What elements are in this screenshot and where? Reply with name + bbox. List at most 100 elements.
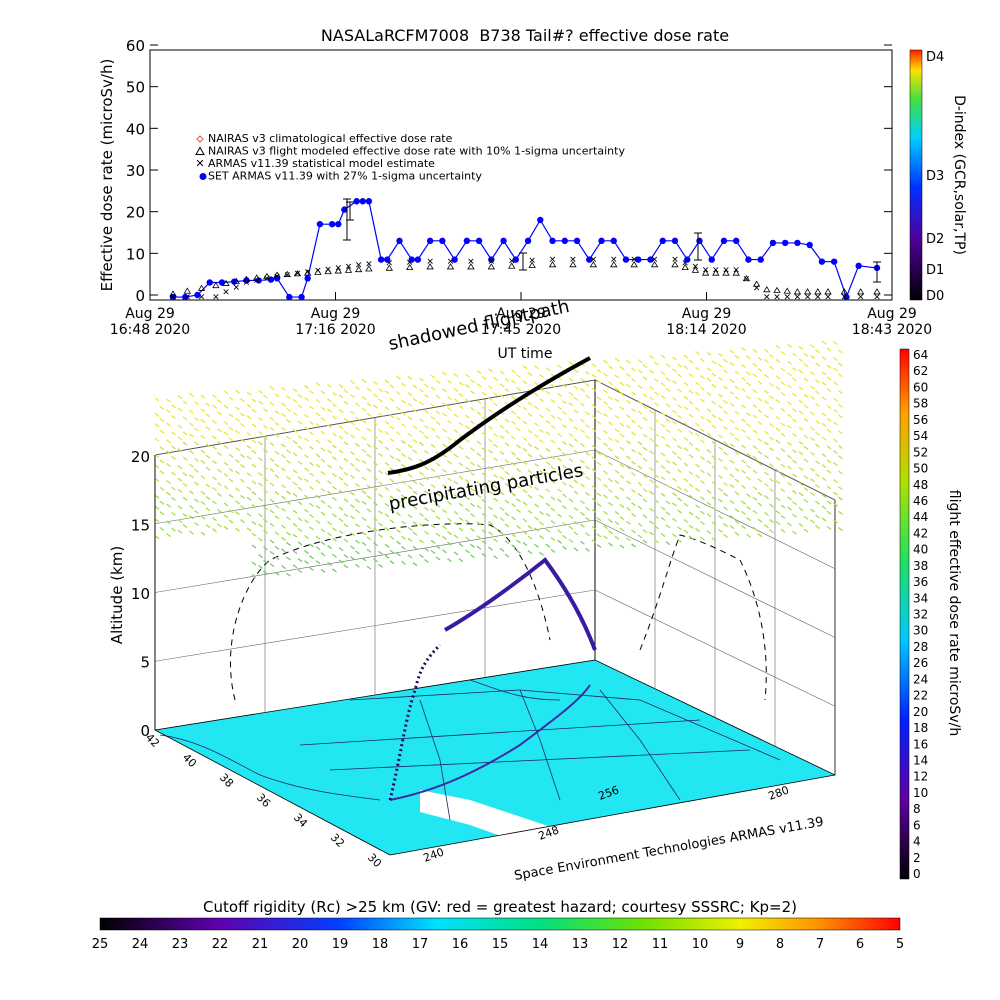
particle-mark [228, 493, 234, 498]
data-point [408, 256, 415, 263]
particle-mark [637, 534, 643, 539]
particle-mark [810, 344, 815, 349]
data-point [647, 256, 654, 263]
particle-mark [723, 369, 728, 374]
particle-mark [688, 494, 694, 499]
particle-mark [562, 424, 567, 429]
particle-mark [453, 551, 459, 556]
particle-mark [787, 496, 792, 501]
particle-mark [527, 535, 533, 540]
particle-mark [251, 463, 257, 468]
particle-mark [194, 457, 199, 462]
particle-mark [683, 518, 689, 524]
particle-mark [251, 423, 257, 428]
particle-mark [660, 394, 666, 399]
particle-mark [320, 406, 326, 411]
particle-mark [580, 429, 585, 434]
latitude-tick: 36 [254, 791, 273, 810]
legend-marker [195, 146, 205, 155]
particle-mark [619, 463, 625, 468]
particle-mark [309, 461, 314, 466]
shadowed-flight-path [387, 356, 591, 475]
particle-mark [591, 468, 597, 473]
particle-mark [550, 548, 556, 553]
particle-mark [718, 528, 723, 533]
particle-mark [159, 418, 165, 423]
x-tick-date: Aug 29 [311, 306, 361, 322]
particle-mark [412, 408, 418, 413]
particle-mark [511, 379, 516, 384]
particle-mark [194, 401, 199, 406]
particle-mark [269, 522, 275, 527]
particle-mark [539, 551, 544, 556]
particle-mark [350, 556, 355, 561]
particle-mark [631, 489, 636, 494]
particle-mark [757, 491, 763, 496]
particle-mark [315, 535, 321, 540]
data-point [298, 293, 305, 301]
particle-mark [223, 444, 229, 450]
particle-mark [826, 469, 832, 474]
particle-mark [309, 472, 314, 477]
particle-mark [320, 471, 326, 476]
particle-mark [672, 396, 677, 402]
particle-mark [757, 409, 763, 414]
particle-mark [695, 381, 700, 386]
colorbar-tick: 36 [913, 575, 928, 589]
data-point [512, 256, 520, 263]
particle-mark [626, 520, 631, 525]
particle-mark [315, 463, 321, 468]
data-point [286, 293, 293, 301]
particle-mark [499, 450, 505, 455]
particle-mark [373, 380, 378, 386]
particle-mark [688, 524, 694, 529]
dose-rate-chart: NASALaRCFM7008 B738 Tail#? effective dos… [98, 26, 967, 362]
data-point [365, 265, 373, 272]
particle-mark [545, 528, 551, 533]
particle-mark [384, 513, 390, 518]
particle-mark [683, 365, 689, 370]
particle-mark [764, 348, 769, 353]
particle-mark [637, 359, 643, 364]
particle-mark [815, 390, 820, 395]
particle-mark [706, 418, 712, 423]
particle-mark [734, 531, 740, 536]
particle-mark [614, 455, 620, 460]
data-point: ✕ [253, 276, 261, 286]
particle-mark [752, 496, 758, 501]
particle-mark [573, 507, 579, 512]
particle-mark [780, 473, 786, 478]
particle-mark [338, 547, 344, 552]
particle-mark [573, 520, 579, 525]
particle-mark [481, 406, 487, 411]
particle-mark [493, 538, 498, 543]
particle-mark [741, 347, 746, 352]
particle-mark [419, 418, 424, 423]
particle-mark [723, 492, 728, 497]
d-index-label: D-index (GCR,solar,TP) [951, 95, 967, 255]
particle-mark [654, 361, 659, 366]
particle-mark [309, 390, 314, 395]
particle-mark [240, 453, 245, 458]
particle-mark [815, 500, 820, 505]
particle-mark [534, 446, 539, 451]
latitude-tick: 30 [365, 851, 384, 870]
particle-mark [355, 563, 360, 568]
particle-mark [838, 527, 843, 532]
particle-mark [286, 531, 291, 536]
particle-mark [304, 454, 309, 459]
particle-mark [608, 542, 613, 547]
particle-mark [338, 476, 344, 481]
particle-mark [826, 428, 832, 433]
particle-mark [591, 415, 597, 420]
particle-mark [200, 449, 206, 454]
particle-mark [775, 375, 781, 380]
particle-mark [522, 420, 528, 425]
particle-mark [803, 498, 809, 503]
particle-mark [182, 482, 188, 487]
particle-mark [539, 428, 544, 433]
particle-mark [412, 562, 418, 567]
particle-mark [154, 518, 160, 523]
particle-mark [373, 476, 378, 481]
rigidity-tick: 6 [856, 937, 864, 952]
